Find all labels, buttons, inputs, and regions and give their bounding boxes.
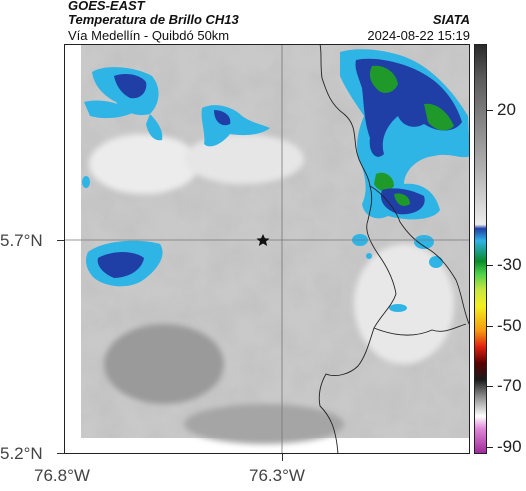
y-tick-mark-2 bbox=[57, 453, 64, 454]
cb-tick-mark-4 bbox=[487, 386, 493, 387]
cb-tick-mark-2 bbox=[487, 265, 493, 266]
y-tick-mark-1 bbox=[57, 240, 64, 241]
colorbar-tick-4: -70 bbox=[497, 376, 522, 395]
colorbar-tick-1: 20 bbox=[497, 100, 516, 119]
x-tick-mark-2 bbox=[282, 454, 283, 461]
cloud-cluster-northeast bbox=[340, 49, 470, 220]
cb-tick-mark-3 bbox=[487, 326, 493, 327]
product-title: Temperatura de Brillo CH13 bbox=[68, 12, 239, 27]
location-star-icon bbox=[256, 234, 270, 246]
timestamp: 2024-08-22 15:19 bbox=[367, 28, 470, 43]
colorbar-tick-3: -50 bbox=[497, 316, 522, 335]
satellite-map bbox=[64, 44, 470, 454]
cb-tick-mark-1 bbox=[487, 110, 493, 111]
route-subtitle: Vía Medellín - Quibdó 50km bbox=[68, 28, 230, 43]
region-border bbox=[369, 185, 470, 327]
cloud-cluster-northwest bbox=[92, 67, 163, 141]
x-tick-label-1: 76.8°W bbox=[34, 466, 90, 485]
cb-tick-mark-5 bbox=[487, 447, 493, 448]
organization-label: SIATA bbox=[432, 12, 470, 27]
colorbar-tick-5: -90 bbox=[497, 437, 522, 456]
department-border bbox=[318, 44, 397, 454]
light-clouds bbox=[89, 134, 454, 444]
y-tick-label-2: 5.2°N bbox=[0, 444, 43, 463]
map-border bbox=[64, 44, 470, 454]
cloud-cluster-west bbox=[86, 240, 163, 287]
colorbar-tick-2: -30 bbox=[497, 255, 522, 274]
satellite-name: GOES-EAST bbox=[68, 0, 145, 13]
colorbar bbox=[474, 44, 487, 454]
cloud-cluster-north bbox=[84, 100, 270, 147]
border-segment bbox=[373, 323, 467, 336]
x-tick-label-2: 76.3°W bbox=[249, 466, 305, 485]
y-tick-label-1: 5.7°N bbox=[0, 231, 43, 250]
